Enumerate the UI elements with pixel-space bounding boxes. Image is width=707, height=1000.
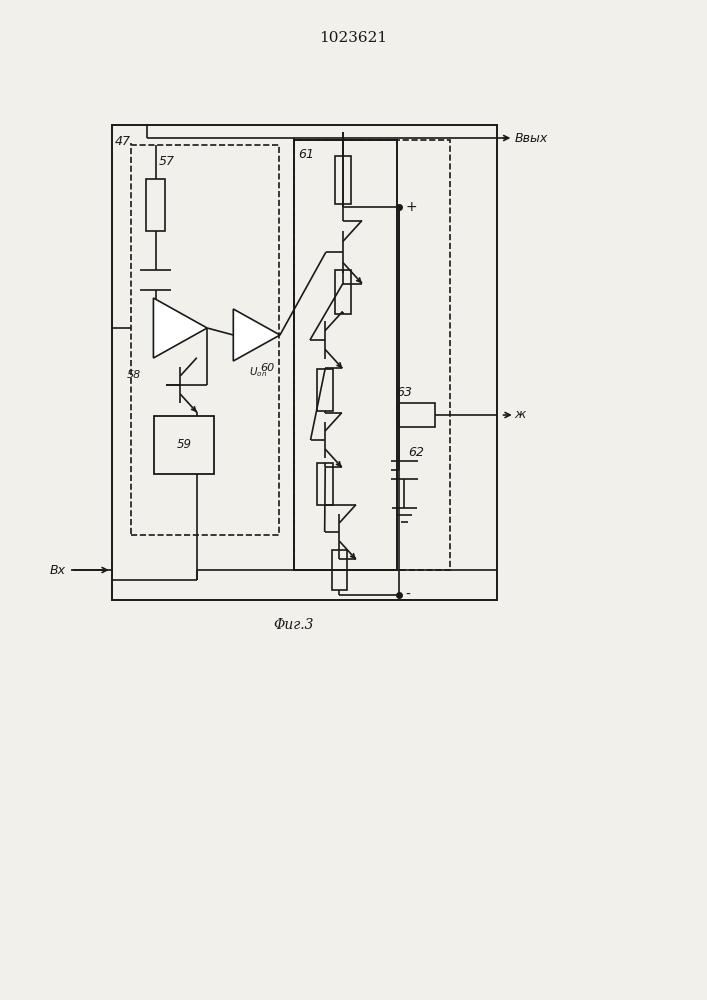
Bar — [131, 145, 279, 535]
Bar — [294, 140, 397, 570]
Text: $U_{on}$: $U_{on}$ — [249, 365, 267, 379]
Polygon shape — [233, 309, 280, 361]
Text: 60: 60 — [260, 363, 274, 373]
Text: 62: 62 — [409, 446, 425, 458]
Bar — [399, 403, 435, 427]
Bar — [112, 125, 497, 600]
Text: 61: 61 — [298, 148, 315, 161]
Text: -: - — [405, 588, 410, 602]
Bar — [146, 179, 165, 231]
Text: Вх: Вх — [49, 564, 66, 576]
Text: ж: ж — [515, 408, 526, 422]
Text: Ввых: Ввых — [515, 131, 548, 144]
Bar — [294, 140, 450, 570]
Text: 47: 47 — [115, 135, 132, 148]
Bar — [154, 416, 214, 474]
Polygon shape — [153, 298, 207, 358]
Text: 63: 63 — [396, 386, 412, 399]
Bar — [317, 369, 333, 411]
Text: 1023621: 1023621 — [320, 31, 387, 45]
Text: 59: 59 — [177, 438, 192, 452]
Bar — [334, 156, 351, 204]
Bar — [317, 463, 333, 505]
Text: 57: 57 — [159, 155, 175, 168]
Text: +: + — [405, 200, 416, 214]
Text: 58: 58 — [127, 370, 141, 380]
Bar — [332, 550, 347, 590]
Bar — [335, 270, 351, 314]
Text: Φиг.3: Φиг.3 — [273, 618, 314, 632]
